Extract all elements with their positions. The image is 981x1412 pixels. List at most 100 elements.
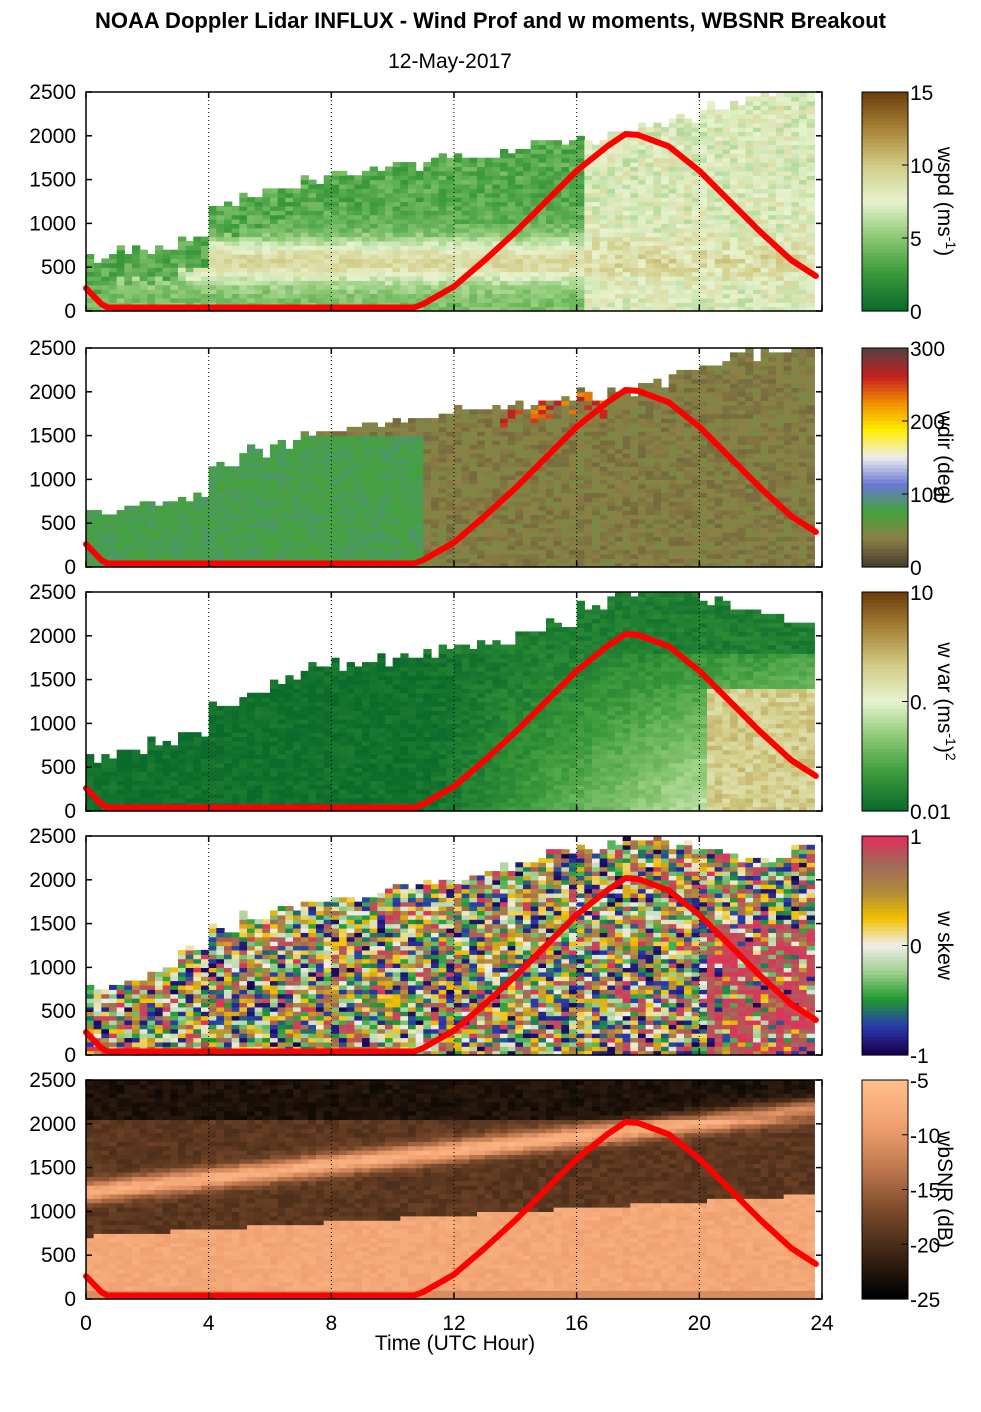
heatmap-cell	[530, 453, 539, 459]
heatmap-cell	[339, 453, 348, 459]
heatmap-cell	[93, 271, 102, 277]
heatmap-cell	[162, 518, 171, 524]
heatmap-cell	[423, 448, 432, 454]
heatmap-cell	[684, 236, 693, 242]
heatmap-cell	[714, 135, 723, 141]
heatmap-cell	[492, 562, 501, 568]
heatmap-cell	[316, 275, 325, 281]
heatmap-cell	[147, 531, 156, 537]
heatmap-cell	[615, 258, 624, 264]
heatmap-cell	[477, 157, 486, 163]
heatmap-cell	[147, 553, 156, 559]
heatmap-cell	[622, 157, 631, 163]
heatmap-cell	[385, 461, 394, 467]
heatmap-cell	[454, 289, 463, 295]
heatmap-cell	[469, 439, 478, 445]
heatmap-cell	[339, 175, 348, 181]
heatmap-cell	[431, 175, 440, 181]
heatmap-cell	[645, 302, 654, 308]
heatmap-cell	[316, 549, 325, 555]
heatmap-cell	[323, 488, 332, 494]
heatmap-cell	[308, 267, 317, 273]
heatmap-cell	[661, 166, 670, 172]
heatmap-cell	[86, 510, 95, 516]
heatmap-cell	[124, 505, 133, 511]
heatmap-cell	[484, 157, 493, 163]
heatmap-cell	[400, 518, 409, 524]
heatmap-cell	[569, 232, 578, 238]
heatmap-cell	[385, 488, 394, 494]
heatmap-cell	[285, 461, 294, 467]
heatmap-cell	[599, 302, 608, 308]
heatmap-cell	[408, 435, 417, 441]
heatmap-cell	[277, 510, 286, 516]
heatmap-cell	[469, 210, 478, 216]
heatmap-cell	[392, 210, 401, 216]
heatmap-cell	[500, 448, 509, 454]
heatmap-cell	[737, 183, 746, 189]
heatmap-cell	[316, 240, 325, 246]
heatmap-cell	[147, 536, 156, 542]
heatmap-cell	[147, 258, 156, 264]
heatmap-cell	[776, 179, 785, 185]
heatmap-cell	[415, 175, 424, 181]
heatmap-cell	[622, 188, 631, 194]
heatmap-cell	[385, 514, 394, 520]
heatmap-cell	[630, 245, 639, 251]
heatmap-cell	[216, 249, 225, 255]
heatmap-cell	[431, 431, 440, 437]
heatmap-cell	[691, 262, 700, 268]
heatmap-cell	[745, 280, 754, 286]
heatmap-cell	[538, 409, 547, 415]
heatmap-cell	[546, 558, 555, 564]
heatmap-cell	[730, 297, 739, 303]
heatmap-cell	[461, 254, 470, 260]
heatmap-cell	[339, 280, 348, 286]
heatmap-cell	[170, 527, 179, 533]
heatmap-cell	[484, 179, 493, 185]
heatmap-cell	[300, 444, 309, 450]
heatmap-cell	[293, 479, 302, 485]
heatmap-cell	[668, 297, 677, 303]
heatmap-cell	[415, 488, 424, 494]
heatmap-cell	[806, 162, 815, 168]
heatmap-cell	[354, 267, 363, 273]
heatmap-cell	[362, 426, 371, 432]
heatmap-cell	[492, 223, 501, 229]
heatmap-cell	[622, 306, 631, 312]
heatmap-cell	[208, 297, 217, 303]
heatmap-cell	[254, 483, 263, 489]
heatmap-cell	[400, 271, 409, 277]
heatmap-cell	[507, 426, 516, 432]
heatmap-cell	[431, 496, 440, 502]
heatmap-cell	[776, 188, 785, 194]
heatmap-cell	[300, 227, 309, 233]
heatmap-cell	[139, 249, 148, 255]
colorbar-tick-label: 0	[910, 301, 922, 324]
heatmap-cell	[369, 435, 378, 441]
heatmap-cell	[469, 435, 478, 441]
heatmap-cell	[507, 205, 516, 211]
heatmap-cell	[224, 214, 233, 220]
heatmap-cell	[262, 219, 271, 224]
heatmap-cell	[707, 162, 716, 168]
heatmap-cell	[553, 505, 562, 511]
heatmap-cell	[377, 444, 386, 450]
heatmap-cell	[530, 293, 539, 299]
heatmap-cell	[630, 153, 639, 159]
heatmap-cell	[484, 553, 493, 559]
heatmap-cell	[285, 466, 294, 472]
heatmap-cell	[661, 227, 670, 233]
heatmap-cell	[178, 510, 187, 516]
colorbar-band	[862, 186, 908, 192]
heatmap-cell	[530, 284, 539, 290]
heatmap-cell	[538, 496, 547, 502]
heatmap-cell	[377, 210, 386, 216]
heatmap-cell	[538, 210, 547, 216]
heatmap-cell	[799, 96, 808, 102]
heatmap-cell	[477, 562, 486, 568]
heatmap-cell	[454, 157, 463, 163]
heatmap-cell	[254, 536, 263, 542]
heatmap-cell	[178, 523, 187, 529]
heatmap-cell	[699, 262, 708, 268]
